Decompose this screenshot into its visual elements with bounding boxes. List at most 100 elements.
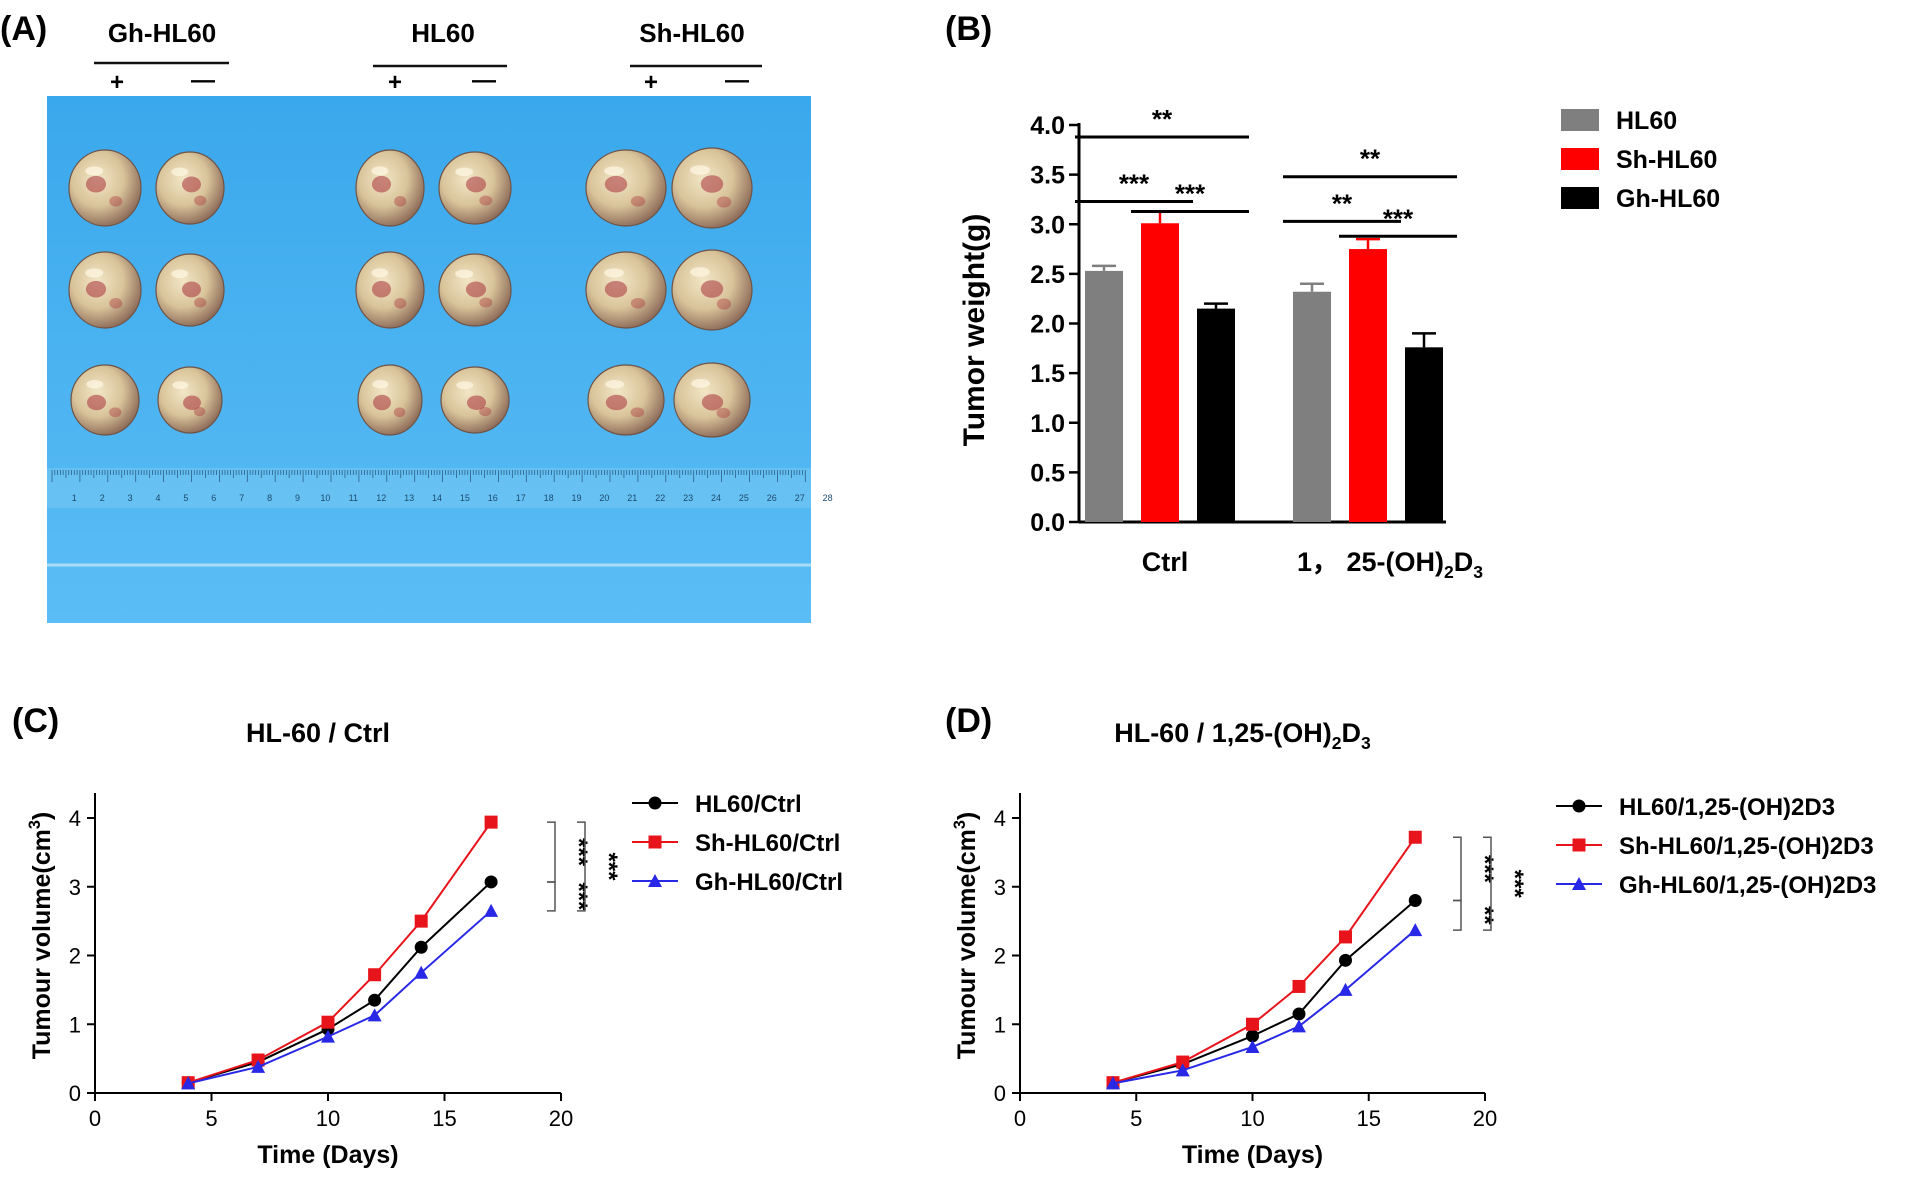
tumor-highlight [691, 378, 711, 388]
y-tick-label: 0 [69, 1081, 81, 1106]
legend-marker [648, 874, 662, 887]
tumor-blood-spot [193, 406, 206, 417]
ruler-number: 10 [320, 493, 330, 503]
significance-label: *** [565, 838, 592, 867]
ruler-number: 17 [516, 493, 526, 503]
x-tick-label: 0 [89, 1106, 101, 1131]
tumor-blood-spot [194, 297, 207, 308]
y-axis-title: Tumour volume(cm3) [951, 812, 981, 1060]
tumor [355, 149, 425, 227]
x-category-label-part: D [1454, 547, 1474, 577]
ruler-number: 19 [572, 493, 582, 503]
tumor-blood-spot [479, 406, 492, 417]
bar [1349, 249, 1387, 522]
photo-group-header: Gh-HL60 + — [94, 18, 229, 96]
ruler-number: 5 [183, 493, 188, 503]
tumor-blood-spot [716, 298, 732, 310]
data-point [414, 965, 429, 979]
data-point [181, 1076, 196, 1090]
data-point [414, 914, 428, 928]
legend-label: Gh-HL60 [1616, 185, 1720, 213]
treatment-sign: — [191, 67, 215, 94]
legend-marker [648, 796, 662, 810]
y-tick-label: 3 [69, 875, 81, 900]
y-tick-label: 3 [994, 875, 1006, 900]
significance-label: ** [1360, 144, 1381, 174]
significance-label: *** [1119, 169, 1150, 199]
tumor-highlight [86, 380, 104, 389]
data-point [1106, 1076, 1120, 1090]
ruler-number: 3 [128, 493, 133, 503]
data-point [1292, 1019, 1306, 1033]
y-tick-label: 0 [994, 1081, 1006, 1106]
x-tick-label: 5 [1130, 1106, 1142, 1131]
significance-label: *** [1175, 178, 1206, 208]
x-tick-label: 0 [1014, 1106, 1026, 1131]
tumor-blood-spot [85, 175, 107, 193]
x-axis-title: Time (Days) [257, 1141, 398, 1169]
tumor-blood-spot [183, 395, 201, 410]
y-axis-title-part: ) [28, 812, 56, 820]
data-point [1245, 1039, 1260, 1053]
tumor-blood-spot [86, 394, 107, 411]
ruler-number: 14 [432, 493, 442, 503]
tumor-blood-spot [466, 395, 487, 410]
x-category-label: 1， 25-(OH)2D3 [1297, 547, 1483, 582]
panel-b: (B) Tumor weight(g) 0.0 0.5 1.0 1.5 2.0 2.5 3.… [945, 10, 1720, 582]
tumor-blood-spot [604, 175, 628, 193]
y-axis-title-part: ) [953, 812, 981, 820]
tumor-blood-spot [85, 280, 107, 298]
panel-c-label: (C) [12, 702, 59, 740]
significance-bracket [577, 821, 586, 912]
tumor-photo: 1 2 3 4 5 6 7 8 9 10 11 12 13 14 15 16 17 18 19 20 21 22 23 24 2… [47, 96, 833, 623]
ruler-number: 8 [267, 493, 272, 503]
bar [1405, 347, 1443, 522]
series-line [1112, 929, 1416, 1085]
tumor-blood-spot [109, 407, 122, 418]
data-point [1246, 1029, 1259, 1043]
tumor-blood-spot [373, 394, 391, 411]
ruler-number: 1 [72, 493, 77, 503]
data-point [1339, 930, 1352, 944]
x-tick-label: 20 [549, 1106, 573, 1131]
legend-label: HL60/Ctrl [695, 791, 802, 818]
data-point [367, 1008, 382, 1022]
chart-title-part: 2 [1332, 733, 1342, 753]
y-axis-title-part: Tumour volume(cm [953, 829, 981, 1059]
series-line [187, 821, 492, 1084]
panel-b-label: (B) [945, 10, 992, 48]
data-point [414, 940, 428, 954]
data-point [1408, 894, 1422, 907]
tumor-highlight [604, 268, 624, 278]
legend-swatch [1561, 109, 1599, 131]
ruler-number: 26 [767, 493, 777, 503]
tumor-highlight [85, 268, 104, 278]
tumor-blood-spot [716, 196, 732, 208]
x-tick-label: 10 [316, 1106, 340, 1131]
tumor-blood-spot [630, 195, 646, 207]
chart-title-part: HL-60 / Ctrl [246, 718, 390, 748]
tumor-highlight [456, 381, 474, 390]
tumor-blood-spot [109, 195, 123, 207]
tumor-blood-spot [700, 175, 724, 193]
significance-label: *** [565, 882, 592, 911]
tumor-blood-spot [479, 195, 493, 206]
x-tick-label: 15 [1357, 1106, 1381, 1131]
ruler-number: 20 [599, 493, 609, 503]
tumor-highlight [455, 167, 474, 177]
group-label: Gh-HL60 [108, 18, 216, 48]
x-tick-label: 15 [432, 1106, 456, 1131]
data-point [251, 1059, 266, 1073]
legend-label: Gh-HL60/1,25-(OH)2D3 [1619, 872, 1876, 899]
data-point [321, 1015, 335, 1029]
tumor-blood-spot [394, 297, 407, 309]
treatment-sign: + [110, 69, 124, 96]
photo-group-header: HL60 + — [373, 18, 507, 96]
treatment-sign: — [725, 67, 749, 94]
series-line [187, 910, 492, 1085]
chart-title-part: D [1342, 718, 1362, 748]
y-tick-label: 4 [69, 806, 81, 831]
panel-d-label: (D) [945, 702, 992, 740]
